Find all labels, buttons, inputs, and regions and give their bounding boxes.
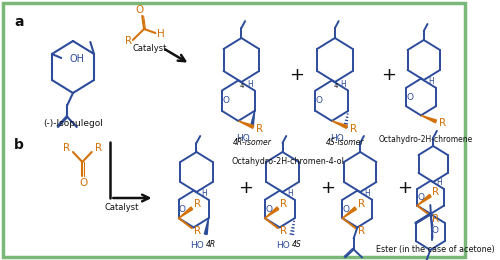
Text: OH: OH: [70, 54, 84, 64]
Text: +: +: [396, 179, 411, 197]
Text: O: O: [79, 178, 88, 188]
Text: R: R: [358, 226, 364, 236]
Text: R: R: [350, 124, 357, 134]
Text: (-)-Isopulegol: (-)-Isopulegol: [43, 119, 103, 128]
Text: R: R: [256, 124, 264, 134]
Text: Catalyst: Catalyst: [132, 43, 167, 53]
Text: O: O: [265, 205, 272, 213]
Text: b: b: [14, 138, 24, 152]
Text: R: R: [63, 143, 70, 153]
Text: O: O: [222, 96, 229, 105]
Text: HO: HO: [190, 241, 204, 250]
Text: H: H: [340, 80, 346, 89]
Text: H: H: [364, 189, 370, 198]
Text: 4R-isomer: 4R-isomer: [232, 138, 272, 147]
Text: 4S: 4S: [292, 240, 302, 249]
Text: 4: 4: [334, 83, 338, 89]
Text: R: R: [432, 187, 440, 197]
Polygon shape: [250, 111, 254, 127]
Text: H: H: [201, 189, 206, 198]
Polygon shape: [265, 207, 278, 218]
Polygon shape: [204, 218, 208, 235]
Text: R: R: [280, 226, 287, 236]
Text: +: +: [380, 66, 396, 84]
Text: a: a: [14, 15, 24, 29]
Polygon shape: [332, 121, 347, 128]
Text: R: R: [124, 36, 132, 46]
Text: H: H: [157, 29, 165, 39]
Text: O: O: [316, 96, 322, 105]
Text: HO: HO: [276, 241, 290, 250]
Text: H: H: [247, 80, 253, 89]
Text: Octahydro-2H-chromen-4-ol: Octahydro-2H-chromen-4-ol: [232, 158, 344, 166]
Text: 4: 4: [240, 83, 244, 89]
Text: H: H: [428, 77, 434, 86]
Text: 4S-isomer: 4S-isomer: [326, 138, 364, 147]
Text: R: R: [280, 199, 287, 209]
Polygon shape: [421, 115, 436, 123]
Text: HO: HO: [236, 134, 250, 143]
Text: 4R: 4R: [206, 240, 216, 249]
Text: HO: HO: [330, 134, 344, 143]
Text: Ester (in the case of acetone): Ester (in the case of acetone): [376, 245, 494, 254]
Text: H: H: [436, 178, 442, 187]
Text: R: R: [358, 199, 364, 209]
Text: O: O: [342, 205, 349, 213]
Text: R: R: [432, 213, 440, 224]
Text: +: +: [320, 179, 335, 197]
Polygon shape: [417, 194, 431, 206]
Text: O: O: [418, 193, 424, 202]
Text: R: R: [194, 199, 201, 209]
Text: R: R: [94, 143, 102, 153]
Text: O: O: [179, 205, 186, 213]
Text: R: R: [194, 226, 201, 236]
Text: H: H: [287, 189, 293, 198]
Polygon shape: [238, 121, 254, 128]
Text: R: R: [439, 118, 446, 128]
Polygon shape: [178, 207, 192, 218]
Text: O: O: [406, 93, 414, 101]
Polygon shape: [342, 207, 356, 218]
Text: O: O: [432, 226, 439, 235]
Text: +: +: [238, 179, 254, 197]
Text: O: O: [136, 5, 143, 15]
Text: Catalyst: Catalyst: [104, 204, 139, 212]
Text: +: +: [289, 66, 304, 84]
Text: Octahydro-2H-chromene: Octahydro-2H-chromene: [378, 135, 473, 144]
